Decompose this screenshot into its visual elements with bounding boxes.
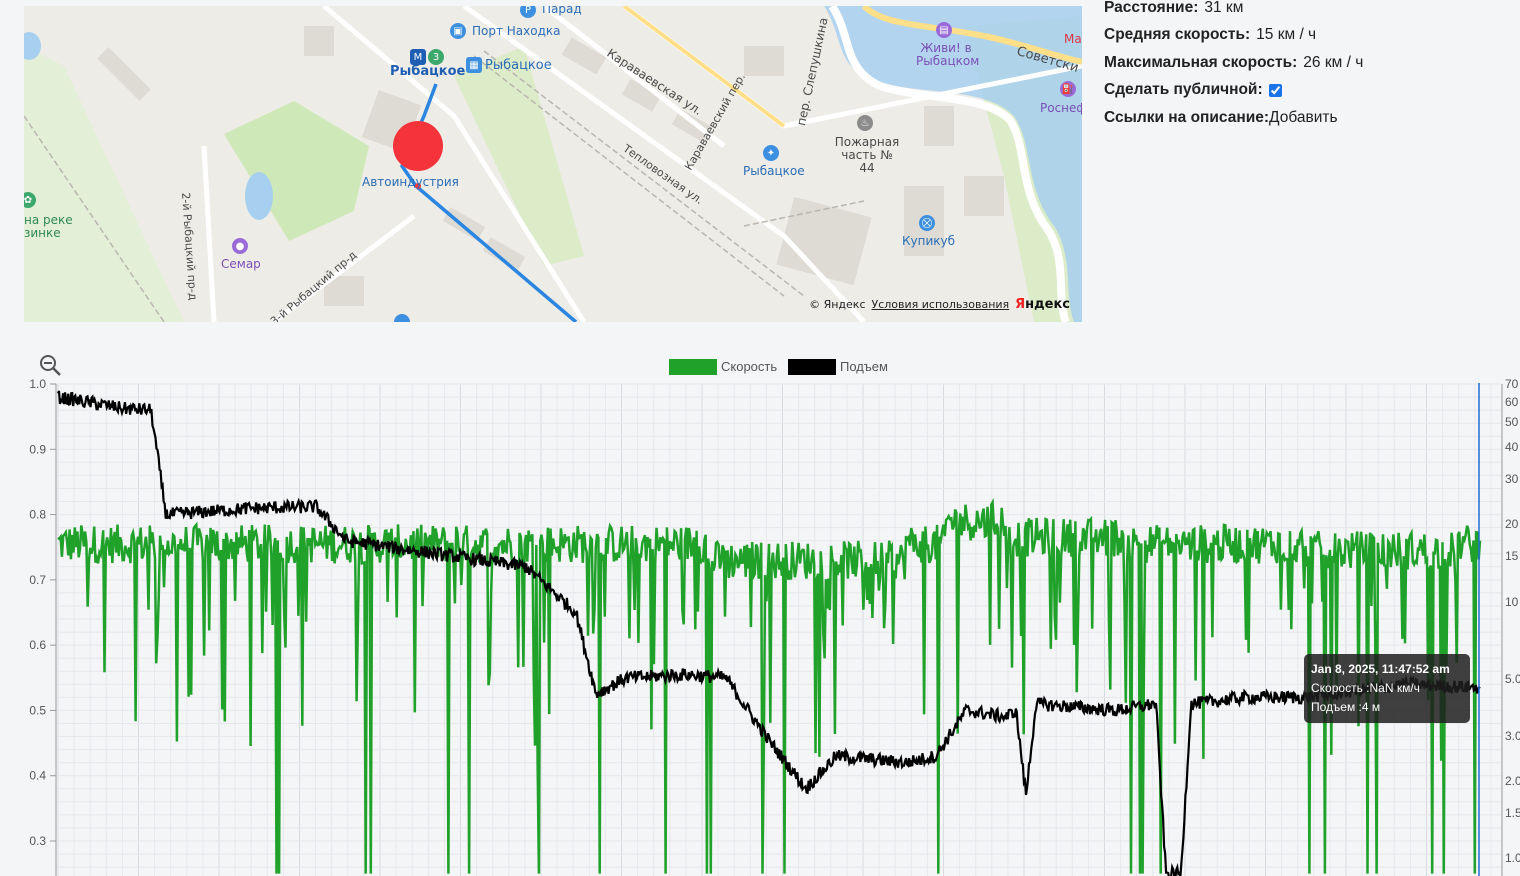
max-speed-label: Максимальная скорость: <box>1104 53 1298 71</box>
legend-swatch-speed <box>669 359 717 375</box>
right-tick-label: 40 <box>1505 440 1519 454</box>
chart-legend: Скорость Подъем <box>669 359 888 375</box>
left-tick-label: 0.4 <box>29 769 46 783</box>
chart-canvas: Скорость Подъем 1.0 0.9 0.8 0.7 0.6 0.5 0.4 0.3… <box>29 355 1520 876</box>
park-icon: ✿ <box>24 192 36 208</box>
map-label-avtoind: Автоиндустрия <box>362 175 459 189</box>
map-label-port: Порт Находка <box>472 24 561 38</box>
right-tick-label: 5.0 <box>1505 672 1520 686</box>
speed-elevation-chart[interactable]: Скорость Подъем 1.0 0.9 0.8 0.7 0.6 0.5 0.4 0.3… <box>6 338 1520 876</box>
public-row: Сделать публичной: <box>1104 77 1363 105</box>
map-label-zhivi: Живи! в Рыбацком <box>916 41 980 68</box>
right-tick-label: 1.0 <box>1505 851 1520 865</box>
right-tick-label: 1.5 <box>1505 806 1520 820</box>
map-attribution: © Яндекс Условия использования Яндекс <box>809 297 1070 312</box>
links-label: Ссылки на описание: <box>1104 108 1270 126</box>
tooltip-title: Jan 8, 2025, 11:47:52 am <box>1311 662 1450 676</box>
max-speed-value: 26 км / ч <box>1303 53 1364 71</box>
map-label-rybatskoe-bus: Рыбацкое <box>485 58 552 73</box>
tooltip-speed: Скорость :NaN км/ч <box>1311 681 1420 695</box>
track-info-panel: Расстояние: 31 км Средняя скорость: 15 к… <box>1104 0 1363 132</box>
map-label-metro: Рыбацкое <box>390 64 466 79</box>
legend-label-speed: Скорость <box>721 359 777 374</box>
left-tick-label: 0.7 <box>29 573 46 587</box>
public-label: Сделать публичной: <box>1104 81 1263 99</box>
left-tick-label: 0.9 <box>29 442 46 456</box>
avg-speed-label: Средняя скорость: <box>1104 26 1251 44</box>
map-poi-bottom-icon <box>394 314 410 322</box>
map-label-parad: Парад <box>542 6 582 16</box>
distance-row: Расстояние: 31 км <box>1104 0 1363 22</box>
avg-speed-row: Средняя скорость: 15 км / ч <box>1104 22 1363 50</box>
right-tick-label: 70 <box>1505 377 1519 391</box>
left-tick-label: 0.5 <box>29 703 46 717</box>
tooltip-elevation: Подъем :4 м <box>1311 700 1381 714</box>
cart-icon: ⛒ <box>919 215 935 231</box>
left-tick-label: 0.3 <box>29 834 46 848</box>
entertainment-icon: ▤ <box>936 22 952 38</box>
right-tick-label: 15 <box>1505 549 1519 563</box>
map-label-rosneft: Роснеф <box>1040 101 1082 115</box>
metro-icon: M <box>410 49 426 65</box>
map-label-na-reke: на реке <box>24 213 73 227</box>
links-row: Ссылки на описание: Добавить <box>1104 104 1363 132</box>
chart-tooltip: Jan 8, 2025, 11:47:52 am Скорость :NaN к… <box>1304 654 1470 723</box>
max-speed-row: Максимальная скорость: 26 км / ч <box>1104 49 1363 77</box>
map-copyright: © Яндекс <box>809 298 866 311</box>
distance-value: 31 км <box>1204 0 1244 16</box>
add-link-button[interactable]: Добавить <box>1269 108 1338 126</box>
legend-swatch-elev <box>788 359 836 375</box>
right-tick-label: 60 <box>1505 395 1519 409</box>
shop-icon: ▣ <box>450 23 466 39</box>
speed-series-line <box>57 497 1482 874</box>
map-label-kupikub: Купикуб <box>902 234 956 248</box>
left-tick-label: 0.6 <box>29 638 46 652</box>
right-tick-label: 3.0 <box>1505 729 1520 743</box>
bus-stop-icon: ▦ <box>466 57 482 73</box>
left-tick-label: 1.0 <box>29 377 46 391</box>
right-tick-label: 2.0 <box>1505 774 1520 788</box>
right-tick-label: 30 <box>1505 472 1519 486</box>
map-terms-link[interactable]: Условия использования <box>871 298 1010 311</box>
fire-station-icon: ♨ <box>857 115 873 131</box>
location-marker-icon <box>393 121 443 171</box>
elevation-series-line <box>56 390 1481 876</box>
map-canvas <box>24 6 1082 322</box>
legend-label-elev: Подъем <box>840 359 888 374</box>
map-label-ma: Ма <box>1064 32 1082 46</box>
public-checkbox[interactable] <box>1268 83 1282 97</box>
route-map[interactable]: P Парад ▣ Порт Находка M 3 Рыбацкое ▦ Ры… <box>24 6 1082 322</box>
metro-line-icon: 3 <box>428 49 444 65</box>
map-label-fire: Пожарная часть № 44 <box>834 135 900 175</box>
distance-label: Расстояние: <box>1104 0 1199 16</box>
zoom-out-icon[interactable] <box>40 355 61 376</box>
map-label-zinke: зинке <box>24 226 61 240</box>
avg-speed-value: 15 км / ч <box>1256 26 1317 44</box>
gas-station-icon: ⛽ <box>1060 81 1076 97</box>
parking-icon: P <box>520 6 536 18</box>
map-label-rybatskoe-police: Рыбацкое <box>743 164 805 178</box>
police-icon: ✦ <box>763 145 779 161</box>
map-label-semar: Семар <box>221 257 261 271</box>
left-tick-label: 0.8 <box>29 508 46 522</box>
right-tick-label: 20 <box>1505 517 1519 531</box>
poi-icon: ● <box>232 238 248 254</box>
right-tick-label: 50 <box>1505 415 1519 429</box>
yandex-logo: Яндекс <box>1015 297 1070 312</box>
right-tick-label: 10 <box>1505 595 1519 609</box>
